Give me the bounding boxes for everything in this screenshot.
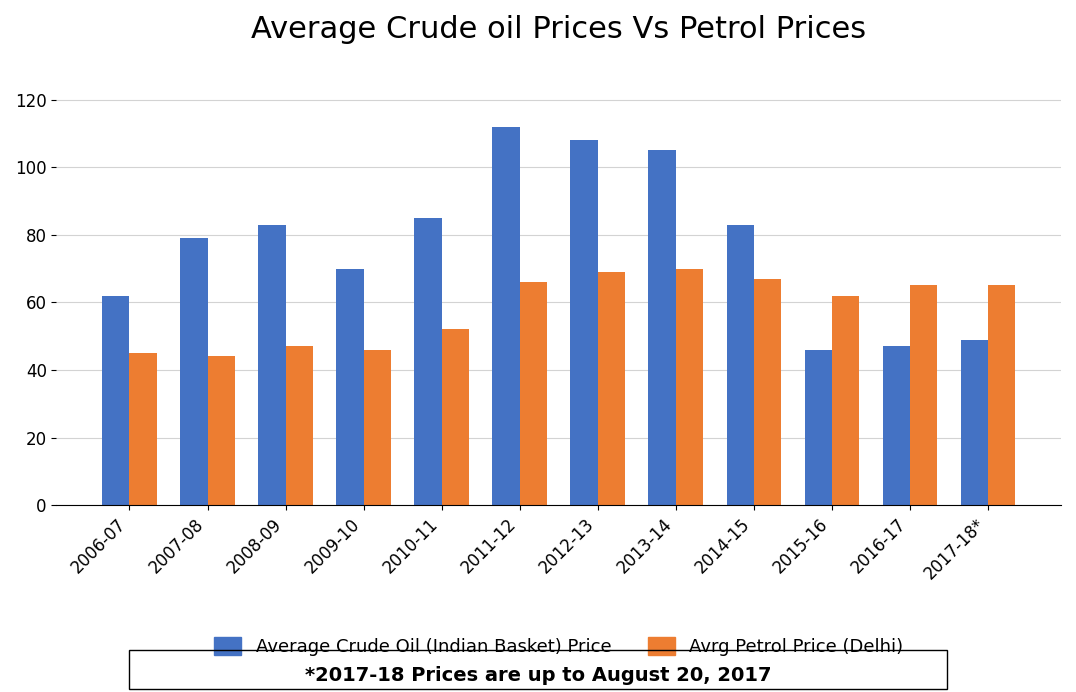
Bar <box>649 150 676 505</box>
Bar <box>208 356 235 505</box>
Bar <box>364 349 391 505</box>
Bar <box>676 268 703 505</box>
Legend: Average Crude Oil (Indian Basket) Price, Avrg Petrol Price (Delhi): Average Crude Oil (Indian Basket) Price,… <box>207 629 910 663</box>
Bar <box>726 225 754 505</box>
Bar <box>805 349 832 505</box>
Bar <box>493 127 520 505</box>
Bar <box>129 353 157 505</box>
Bar <box>754 279 781 505</box>
Bar <box>414 218 441 505</box>
Bar <box>441 329 469 505</box>
Bar <box>988 286 1016 505</box>
Bar <box>102 295 129 505</box>
Bar <box>910 286 937 505</box>
Bar <box>570 140 598 505</box>
Bar <box>598 272 625 505</box>
Bar <box>337 268 364 505</box>
Bar <box>882 346 910 505</box>
Text: *2017-18 Prices are up to August 20, 2017: *2017-18 Prices are up to August 20, 201… <box>305 666 771 685</box>
Bar <box>832 295 860 505</box>
Bar <box>961 340 988 505</box>
Title: Average Crude oil Prices Vs Petrol Prices: Average Crude oil Prices Vs Petrol Price… <box>251 15 866 44</box>
Bar <box>520 282 547 505</box>
Bar <box>285 346 313 505</box>
Bar <box>180 238 208 505</box>
Bar <box>258 225 285 505</box>
